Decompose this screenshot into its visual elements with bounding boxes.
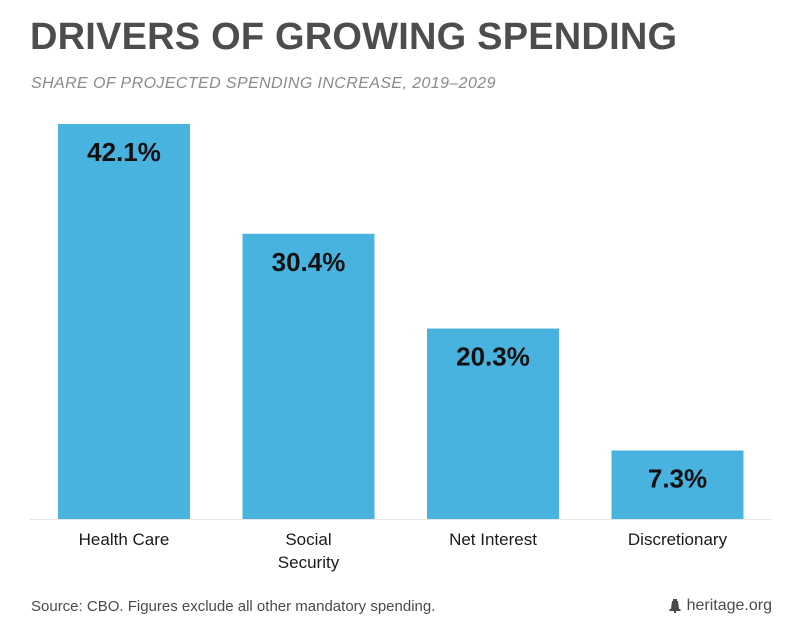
bar [242,233,375,519]
category-label: Health Care [79,530,170,549]
data-label: 30.4% [272,247,346,277]
chart-subtitle: SHARE OF PROJECTED SPENDING INCREASE, 20… [31,75,496,92]
data-label: 7.3% [648,464,707,494]
bar [427,328,559,519]
source-note: Source: CBO. Figures exclude all other m… [31,598,436,615]
brand-text: heritage.org [686,597,772,614]
chart-title: DRIVERS OF GROWING SPENDING [30,16,678,58]
liberty-bell-icon [669,599,681,613]
data-label: 42.1% [87,137,161,167]
category-label: Social [285,530,331,549]
data-label: 20.3% [456,342,530,372]
category-label: Net Interest [449,530,537,549]
category-label: Security [278,553,340,572]
brand: heritage.org [669,597,772,615]
category-label: Discretionary [628,530,728,549]
bar [58,124,190,519]
bar [611,450,744,519]
